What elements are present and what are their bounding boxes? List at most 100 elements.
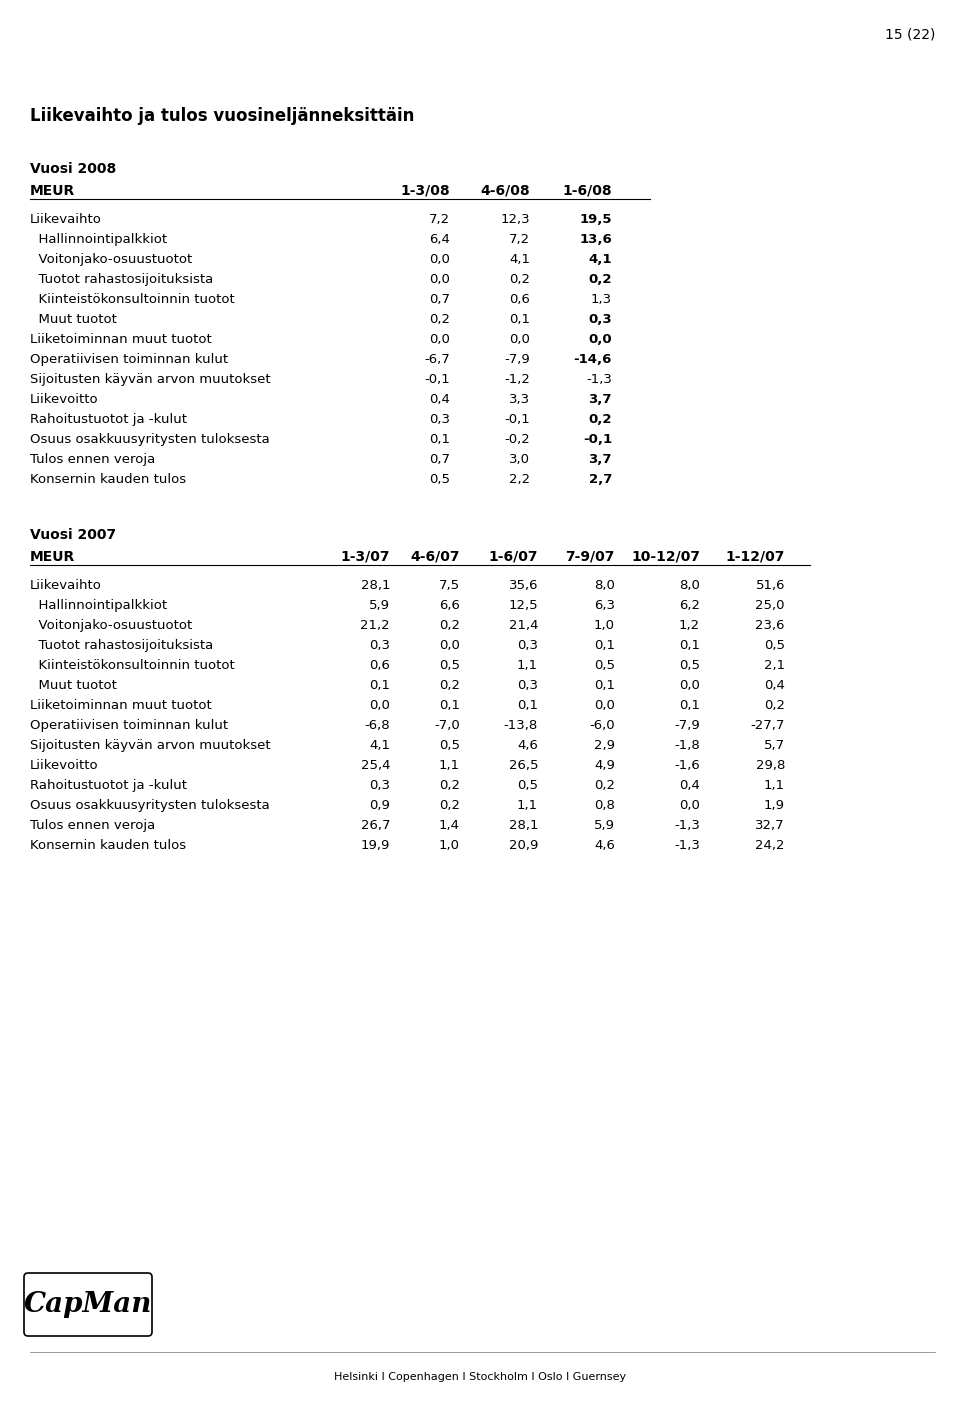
Text: Liikevoitto: Liikevoitto: [30, 392, 99, 407]
Text: 10-12/07: 10-12/07: [631, 549, 700, 564]
Text: 0,1: 0,1: [594, 679, 615, 692]
Text: 0,5: 0,5: [429, 472, 450, 487]
Text: 21,4: 21,4: [509, 619, 538, 632]
Text: 0,2: 0,2: [439, 779, 460, 792]
Text: 25,0: 25,0: [756, 599, 785, 612]
Text: 2,9: 2,9: [594, 739, 615, 752]
Text: 0,4: 0,4: [764, 679, 785, 692]
Text: 0,2: 0,2: [439, 679, 460, 692]
Text: 0,0: 0,0: [679, 679, 700, 692]
Text: -1,8: -1,8: [674, 739, 700, 752]
Text: 2,1: 2,1: [764, 659, 785, 672]
Text: 0,3: 0,3: [517, 639, 538, 652]
Text: 1,1: 1,1: [764, 779, 785, 792]
Text: Konsernin kauden tulos: Konsernin kauden tulos: [30, 472, 186, 487]
Text: 0,1: 0,1: [679, 639, 700, 652]
Text: 0,1: 0,1: [509, 313, 530, 325]
Text: 0,0: 0,0: [429, 273, 450, 285]
Text: 1-6/07: 1-6/07: [489, 549, 538, 564]
Text: 1,1: 1,1: [516, 659, 538, 672]
Text: 4-6/07: 4-6/07: [411, 549, 460, 564]
Text: 8,0: 8,0: [594, 579, 615, 592]
Text: 4,9: 4,9: [594, 759, 615, 772]
Text: Vuosi 2007: Vuosi 2007: [30, 528, 116, 542]
Text: 0,3: 0,3: [429, 412, 450, 427]
Text: 0,1: 0,1: [439, 699, 460, 712]
Text: 0,9: 0,9: [370, 799, 390, 812]
Text: 0,0: 0,0: [429, 253, 450, 265]
Text: CapMan: CapMan: [24, 1291, 153, 1319]
Text: MEUR: MEUR: [30, 184, 75, 198]
Text: Konsernin kauden tulos: Konsernin kauden tulos: [30, 839, 186, 852]
Text: -7,0: -7,0: [434, 719, 460, 732]
Text: 4,6: 4,6: [594, 839, 615, 852]
Text: 0,6: 0,6: [370, 659, 390, 672]
Text: 0,0: 0,0: [679, 799, 700, 812]
Text: -27,7: -27,7: [751, 719, 785, 732]
Text: 4,1: 4,1: [509, 253, 530, 265]
Text: Muut tuotot: Muut tuotot: [30, 313, 117, 325]
Text: Liikevaihto ja tulos vuosineljänneksittäin: Liikevaihto ja tulos vuosineljänneksittä…: [30, 107, 415, 126]
Text: 6,6: 6,6: [439, 599, 460, 612]
Text: Rahoitustuotot ja -kulut: Rahoitustuotot ja -kulut: [30, 779, 187, 792]
Text: 3,3: 3,3: [509, 392, 530, 407]
Text: -13,8: -13,8: [504, 719, 538, 732]
Text: 0,3: 0,3: [369, 639, 390, 652]
Text: Liikevoitto: Liikevoitto: [30, 759, 99, 772]
Text: 0,2: 0,2: [509, 273, 530, 285]
Text: 0,7: 0,7: [429, 293, 450, 305]
Text: 0,2: 0,2: [439, 619, 460, 632]
Text: 1,0: 1,0: [439, 839, 460, 852]
Text: Helsinki I Copenhagen I Stockholm I Oslo I Guernsey: Helsinki I Copenhagen I Stockholm I Oslo…: [334, 1371, 626, 1381]
Text: 32,7: 32,7: [756, 819, 785, 832]
Text: -1,3: -1,3: [674, 839, 700, 852]
Text: 7,2: 7,2: [429, 213, 450, 225]
Text: 5,7: 5,7: [764, 739, 785, 752]
Text: 0,5: 0,5: [679, 659, 700, 672]
Text: 3,7: 3,7: [588, 452, 612, 467]
Text: 28,1: 28,1: [509, 819, 538, 832]
Text: 5,9: 5,9: [369, 599, 390, 612]
Text: 5,9: 5,9: [594, 819, 615, 832]
Text: 1,0: 1,0: [594, 619, 615, 632]
Text: -1,3: -1,3: [674, 819, 700, 832]
Text: 0,0: 0,0: [429, 332, 450, 345]
Text: -1,3: -1,3: [587, 372, 612, 385]
Text: 0,0: 0,0: [370, 699, 390, 712]
Text: 1-3/08: 1-3/08: [400, 184, 450, 198]
Text: 0,4: 0,4: [679, 779, 700, 792]
Text: Tuotot rahastosijoituksista: Tuotot rahastosijoituksista: [30, 273, 213, 285]
Text: 6,2: 6,2: [679, 599, 700, 612]
Text: Voitonjako-osuustuotot: Voitonjako-osuustuotot: [30, 253, 192, 265]
Text: 26,7: 26,7: [361, 819, 390, 832]
Text: 0,4: 0,4: [429, 392, 450, 407]
Text: Osuus osakkuusyritysten tuloksesta: Osuus osakkuusyritysten tuloksesta: [30, 799, 270, 812]
Text: 4,1: 4,1: [588, 253, 612, 265]
Text: Tulos ennen veroja: Tulos ennen veroja: [30, 819, 156, 832]
Text: 6,4: 6,4: [429, 233, 450, 245]
Text: 0,1: 0,1: [594, 639, 615, 652]
Text: -6,0: -6,0: [589, 719, 615, 732]
Text: 0,2: 0,2: [429, 313, 450, 325]
Text: 0,3: 0,3: [517, 679, 538, 692]
Text: 4,6: 4,6: [517, 739, 538, 752]
Text: 4-6/08: 4-6/08: [480, 184, 530, 198]
Text: 51,6: 51,6: [756, 579, 785, 592]
Text: 7,2: 7,2: [509, 233, 530, 245]
Text: MEUR: MEUR: [30, 549, 75, 564]
Text: -0,2: -0,2: [504, 432, 530, 447]
Text: 0,0: 0,0: [439, 639, 460, 652]
Text: Hallinnointipalkkiot: Hallinnointipalkkiot: [30, 599, 167, 612]
Text: 0,3: 0,3: [369, 779, 390, 792]
Text: 20,9: 20,9: [509, 839, 538, 852]
Text: 35,6: 35,6: [509, 579, 538, 592]
Text: -6,7: -6,7: [424, 352, 450, 365]
Text: Liiketoiminnan muut tuotot: Liiketoiminnan muut tuotot: [30, 332, 212, 345]
Text: 28,1: 28,1: [361, 579, 390, 592]
Text: Vuosi 2008: Vuosi 2008: [30, 163, 116, 176]
Text: 0,0: 0,0: [509, 332, 530, 345]
Text: -0,1: -0,1: [424, 372, 450, 385]
Text: Liiketoiminnan muut tuotot: Liiketoiminnan muut tuotot: [30, 699, 212, 712]
Text: 0,7: 0,7: [429, 452, 450, 467]
Text: 25,4: 25,4: [361, 759, 390, 772]
